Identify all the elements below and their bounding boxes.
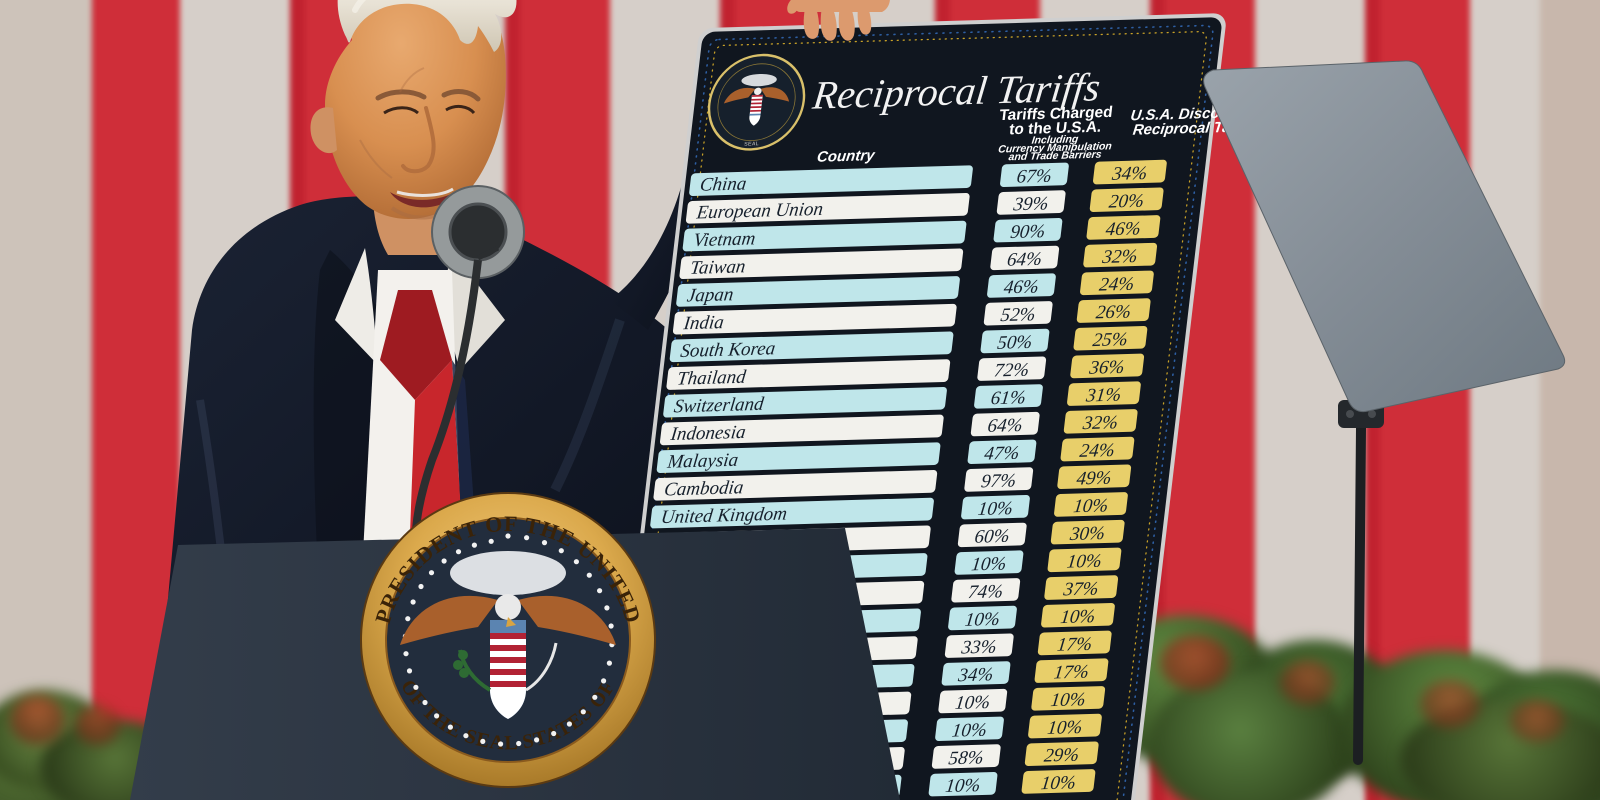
svg-text:90%: 90% (1009, 221, 1046, 243)
svg-text:34%: 34% (1110, 163, 1148, 185)
svg-text:10%: 10% (944, 775, 981, 797)
svg-text:37%: 37% (1061, 578, 1099, 600)
svg-text:29%: 29% (1043, 745, 1080, 767)
svg-text:46%: 46% (1003, 276, 1040, 298)
svg-text:50%: 50% (996, 332, 1033, 354)
svg-text:31%: 31% (1084, 385, 1122, 407)
svg-text:36%: 36% (1087, 357, 1125, 379)
svg-text:10%: 10% (1040, 772, 1077, 794)
svg-text:26%: 26% (1095, 301, 1132, 323)
svg-text:39%: 39% (1011, 193, 1049, 215)
svg-text:32%: 32% (1100, 246, 1138, 268)
svg-text:10%: 10% (951, 720, 988, 742)
svg-text:Vietnam: Vietnam (692, 228, 756, 251)
svg-text:Taiwan: Taiwan (689, 256, 747, 279)
svg-text:10%: 10% (1059, 606, 1096, 628)
svg-text:European Union: European Union (695, 199, 825, 224)
svg-text:33%: 33% (959, 637, 997, 659)
svg-text:Indonesia: Indonesia (669, 422, 747, 445)
svg-text:97%: 97% (980, 470, 1017, 492)
svg-text:United Kingdom: United Kingdom (660, 504, 788, 529)
svg-text:10%: 10% (1066, 551, 1103, 573)
svg-text:10%: 10% (1049, 689, 1086, 711)
svg-text:10%: 10% (977, 498, 1014, 520)
svg-text:30%: 30% (1068, 523, 1106, 545)
svg-text:34%: 34% (956, 664, 994, 686)
svg-text:61%: 61% (990, 387, 1027, 409)
svg-text:32%: 32% (1081, 412, 1119, 434)
svg-text:South Korea: South Korea (679, 338, 776, 362)
svg-text:67%: 67% (1016, 166, 1053, 188)
svg-text:46%: 46% (1105, 218, 1142, 240)
svg-text:10%: 10% (954, 692, 991, 714)
svg-text:24%: 24% (1079, 440, 1116, 462)
svg-text:Cambodia: Cambodia (663, 477, 745, 500)
svg-text:10%: 10% (970, 553, 1007, 575)
svg-text:72%: 72% (993, 360, 1030, 382)
svg-text:India: India (682, 312, 726, 334)
svg-text:10%: 10% (1046, 717, 1083, 739)
svg-text:Thailand: Thailand (676, 367, 747, 390)
svg-text:58%: 58% (947, 747, 984, 769)
svg-text:China: China (699, 173, 748, 195)
svg-text:20%: 20% (1108, 191, 1145, 213)
svg-text:24%: 24% (1098, 274, 1135, 296)
svg-text:52%: 52% (999, 304, 1036, 326)
svg-text:25%: 25% (1092, 329, 1129, 351)
svg-text:64%: 64% (1006, 249, 1043, 271)
svg-text:Switzerland: Switzerland (673, 394, 766, 418)
svg-text:Country: Country (816, 147, 876, 166)
svg-text:64%: 64% (986, 415, 1023, 437)
svg-text:17%: 17% (1056, 634, 1093, 656)
svg-text:Malaysia: Malaysia (665, 450, 739, 473)
svg-text:10%: 10% (1072, 495, 1109, 517)
svg-text:49%: 49% (1075, 468, 1112, 490)
svg-text:17%: 17% (1053, 662, 1090, 684)
svg-text:SEAL: SEAL (744, 141, 760, 147)
svg-text:Japan: Japan (686, 284, 735, 306)
svg-text:74%: 74% (967, 581, 1004, 603)
svg-text:47%: 47% (983, 443, 1020, 465)
svg-text:10%: 10% (964, 609, 1001, 631)
svg-text:60%: 60% (973, 526, 1010, 548)
